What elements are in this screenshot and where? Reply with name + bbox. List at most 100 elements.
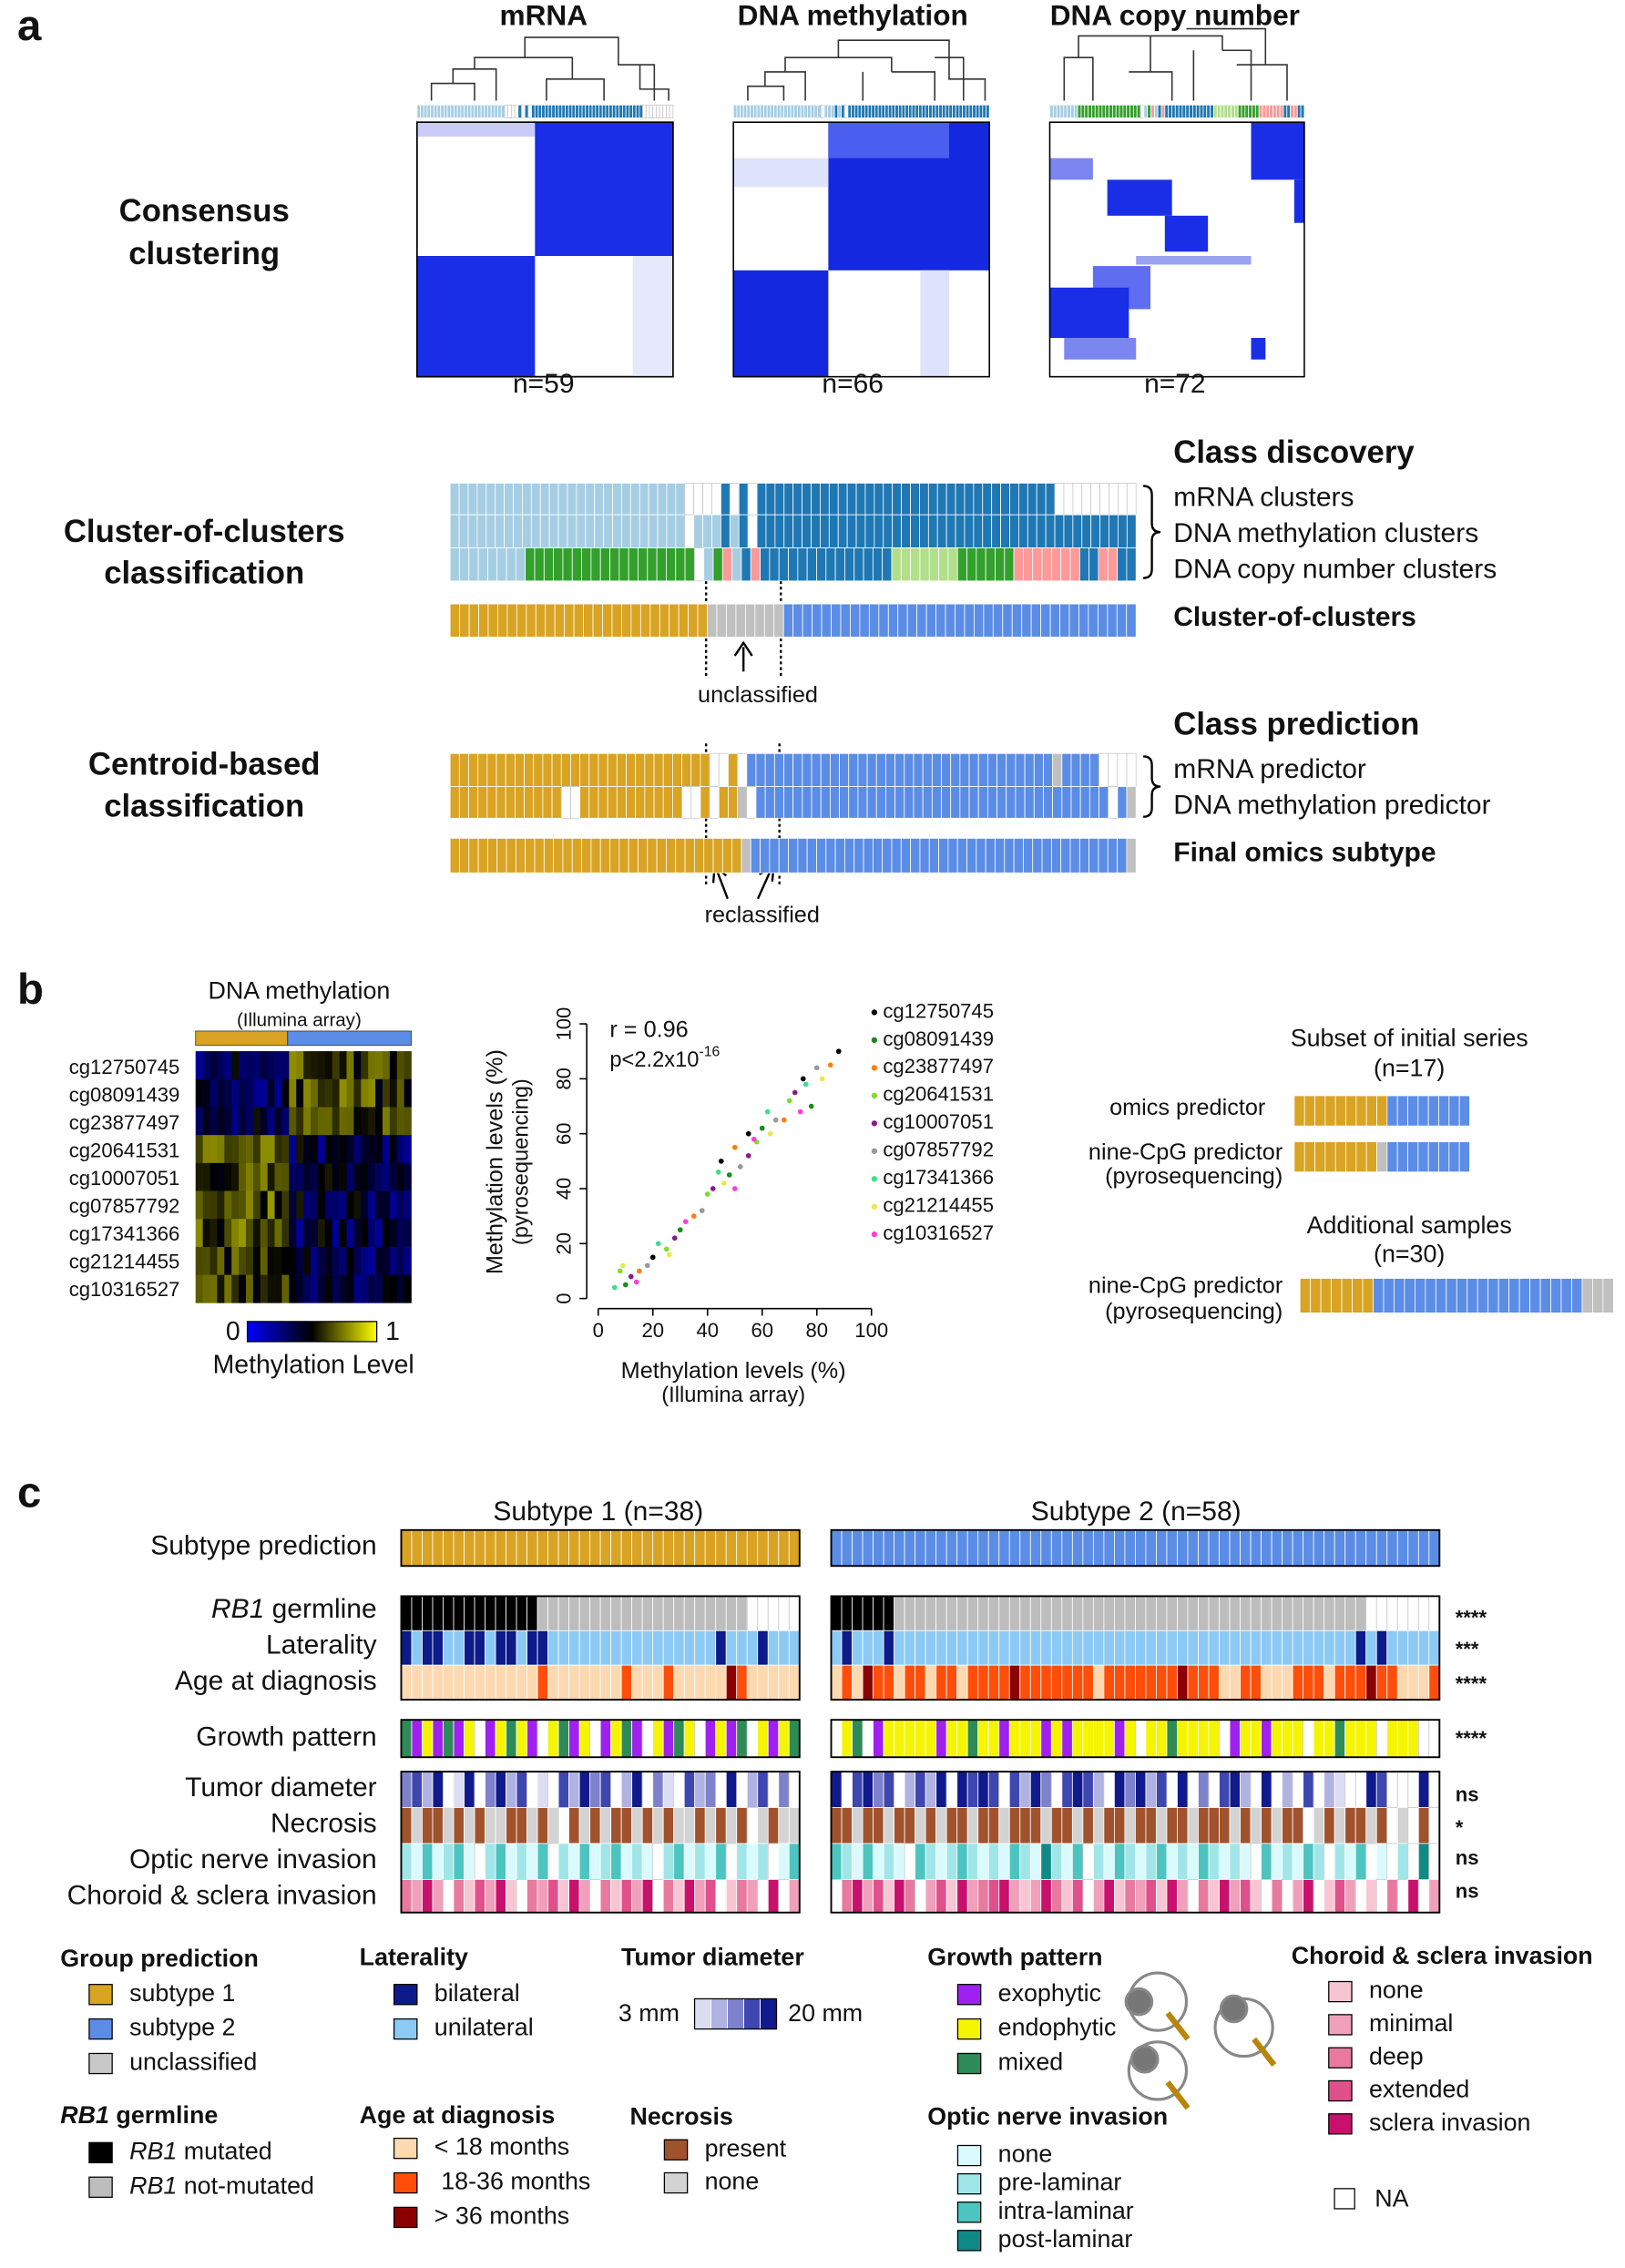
matrix-block: [733, 270, 829, 377]
track-cell: [618, 104, 623, 118]
track-cell: [495, 1596, 506, 1631]
track-cell: [1088, 838, 1099, 873]
track-cell: [526, 1664, 538, 1701]
heatmap-cell: [224, 1078, 232, 1108]
track-cell: [1092, 1529, 1105, 1567]
track-cell: [631, 1629, 643, 1666]
track-cell: [526, 603, 537, 638]
track-cell: [464, 1529, 475, 1567]
track-cell: [411, 1807, 423, 1844]
track-cell: [1126, 603, 1137, 638]
track-cell: [542, 752, 553, 787]
track-cell: [1282, 1807, 1293, 1844]
track-cell: [767, 1664, 780, 1701]
track-cell: [1192, 104, 1197, 118]
track-cell: [736, 1596, 748, 1631]
track-cell: [647, 547, 658, 582]
track-cell: [754, 603, 765, 638]
track-cell: [778, 1771, 790, 1808]
track-cell: [1124, 1664, 1136, 1701]
significance: ****: [1456, 1607, 1487, 1629]
track-cell: [1024, 786, 1035, 819]
heatmap-cell: [210, 1219, 218, 1248]
track-cell: [1008, 1719, 1021, 1758]
track-cell: [495, 1807, 506, 1844]
track-cell: [841, 1629, 853, 1666]
track-cell: [1135, 1771, 1147, 1808]
track-cell: [1109, 483, 1119, 516]
track-cell: [915, 1629, 926, 1666]
track-cell: [694, 1879, 706, 1914]
track-cell: [573, 603, 584, 638]
scatter-point: [690, 1213, 697, 1219]
track-cell: [1375, 1596, 1388, 1631]
track-cell: [675, 514, 686, 548]
track-cell: [1023, 547, 1034, 582]
heatmap-cell: [202, 1246, 210, 1275]
heatmap-cell: [368, 1135, 376, 1164]
heatmap-cell: [281, 1078, 290, 1108]
track-cell: [817, 104, 822, 118]
track-cell: [973, 514, 984, 548]
track-cell: [1282, 1843, 1293, 1880]
track-cell: [1233, 104, 1239, 118]
track-cell: [950, 786, 961, 819]
track-label: Optic nerve invasion: [129, 1844, 377, 1875]
track-cell: [557, 1807, 570, 1844]
track-cell: [631, 1719, 643, 1758]
track-cell: [1407, 1843, 1419, 1880]
track-cell: [1050, 1719, 1063, 1758]
track-cell: [803, 104, 808, 118]
track-cell: [1099, 752, 1109, 787]
track-cell: [852, 1629, 864, 1666]
track-cell: [1103, 1771, 1115, 1808]
track-cell: [1365, 1664, 1377, 1701]
track-cell: [1354, 1629, 1367, 1666]
track-cell: [612, 483, 622, 516]
bracket: [1143, 485, 1161, 579]
track-cell: [1365, 1771, 1377, 1808]
heatmap-cell: [202, 1219, 210, 1248]
track-frame: [400, 1595, 801, 1701]
track-cell: [894, 1529, 905, 1567]
matrix-block: [1293, 179, 1304, 223]
track-cell: [1132, 104, 1138, 118]
track-cell: [955, 603, 966, 638]
track-cell: [746, 1807, 759, 1844]
track-cell: [894, 1629, 905, 1666]
heatmap-cell: [324, 1051, 333, 1080]
track-cell: [1061, 1879, 1073, 1914]
track-cell: [1386, 1843, 1398, 1880]
track-cell: [1261, 1529, 1272, 1567]
track-cell: [922, 752, 933, 787]
section-title: clustering: [128, 237, 280, 271]
track-cell: [746, 1664, 759, 1701]
track-cell: [915, 1719, 926, 1758]
track-cell: [1219, 1771, 1231, 1808]
track-label: Laterality: [266, 1630, 377, 1660]
matrix-block: [920, 270, 949, 377]
track-cell: [925, 1596, 937, 1631]
track-cell: [551, 752, 562, 787]
track-cell: [470, 104, 475, 118]
heatmap-cell: [210, 1162, 218, 1191]
track-cell: [466, 104, 472, 118]
heatmap-cell: [260, 1078, 268, 1108]
track-cell: [841, 1529, 853, 1567]
track-cell: [1079, 752, 1090, 787]
track-cell: [915, 104, 919, 118]
track-cell: [802, 514, 812, 548]
heatmap-cell: [303, 1274, 312, 1303]
heatmap-cell: [267, 1107, 275, 1136]
validation-label: omics predictor: [1109, 1095, 1265, 1120]
track-cell: [1019, 1807, 1031, 1844]
track-cell: [585, 104, 589, 118]
track-cell: [1126, 514, 1137, 548]
track-cell: [703, 547, 714, 582]
track-cell: [881, 104, 885, 118]
track-cell: [464, 1596, 475, 1631]
track-cell: [1240, 1629, 1252, 1666]
annotation: p<2.2x10-16: [609, 1045, 720, 1073]
track-cell: [589, 1529, 601, 1567]
heatmap-cell: [260, 1107, 268, 1136]
